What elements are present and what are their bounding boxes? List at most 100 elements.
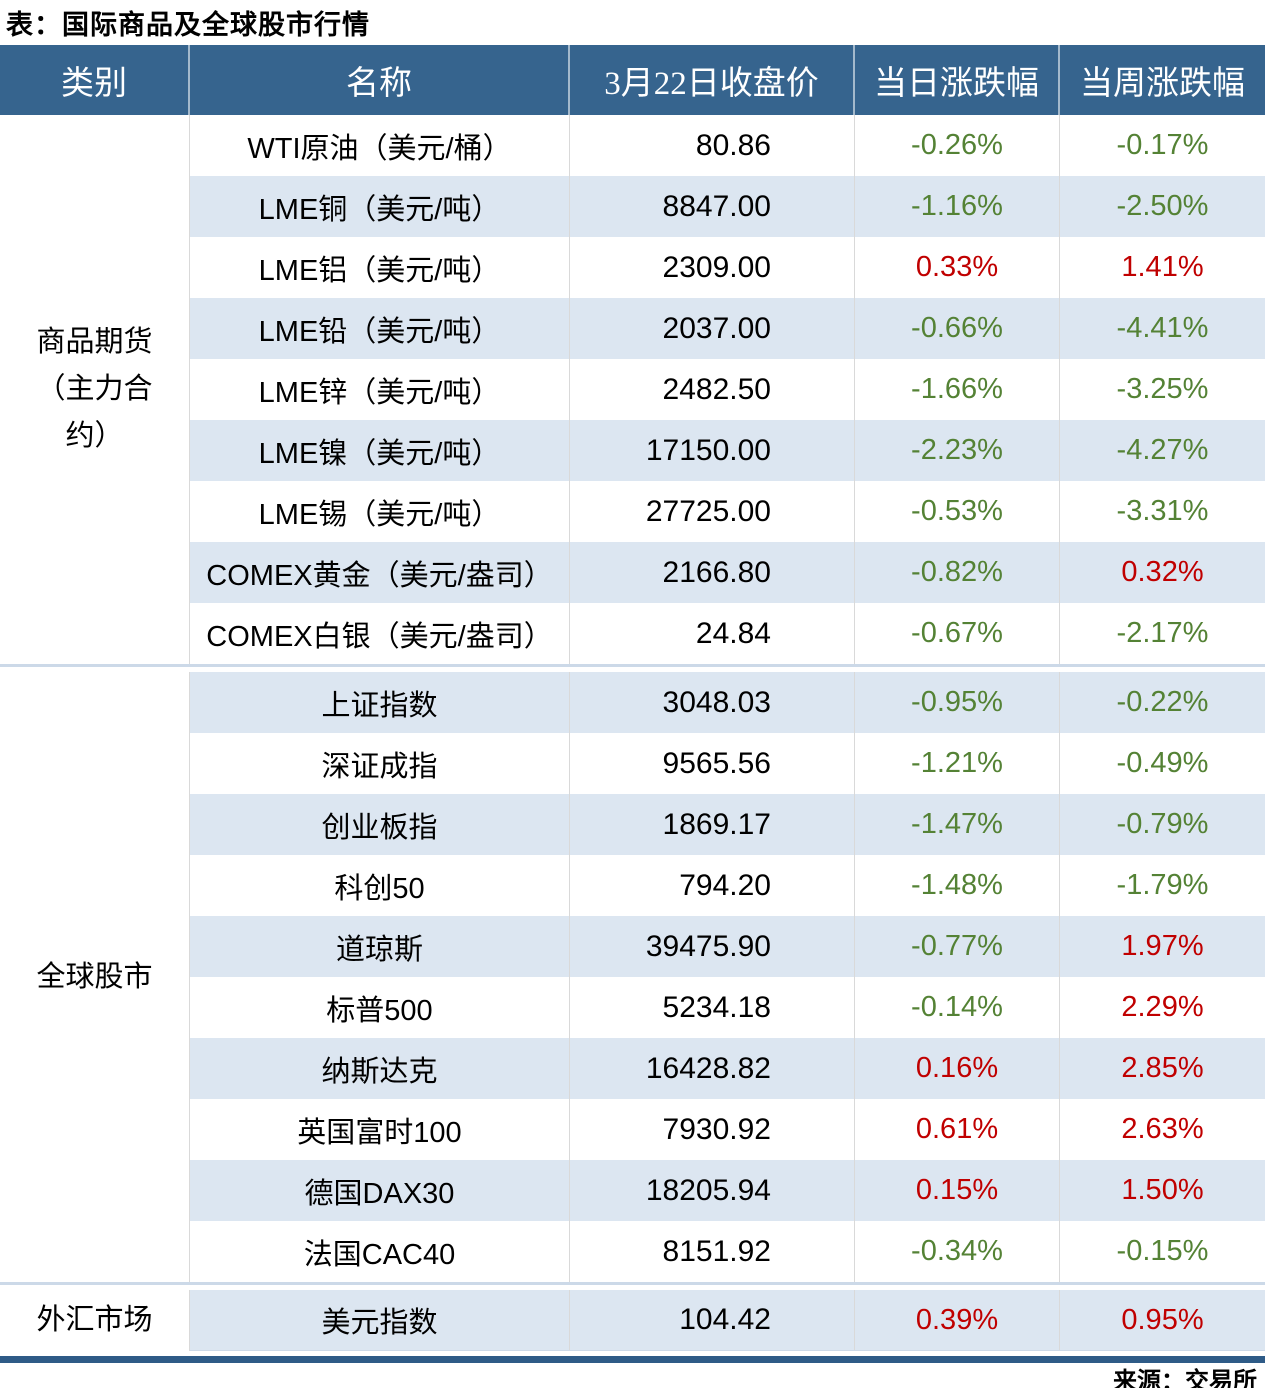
close-price: 2309.00 <box>570 237 855 298</box>
table-row: LME镍（美元/吨） 17150.00 -2.23% -4.27% <box>190 420 1265 481</box>
table-row: 标普500 5234.18 -0.14% 2.29% <box>190 977 1265 1038</box>
header-row: 类别 名称 3月22日收盘价 当日涨跌幅 当周涨跌幅 <box>0 45 1265 115</box>
day-change: -0.77% <box>855 916 1060 977</box>
table-row: 纳斯达克 16428.82 0.16% 2.85% <box>190 1038 1265 1099</box>
week-change: 0.95% <box>1121 1303 1204 1336</box>
week-change: -1.79% <box>1116 869 1209 901</box>
instrument-name: 纳斯达克 <box>190 1038 570 1099</box>
week-change: -3.31% <box>1116 495 1209 527</box>
table-row: LME铝（美元/吨） 2309.00 0.33% 1.41% <box>190 237 1265 298</box>
close-price: 16428.82 <box>570 1038 855 1099</box>
week-change: -0.17% <box>1116 129 1209 161</box>
table-row: LME锡（美元/吨） 27725.00 -0.53% -3.31% <box>190 481 1265 542</box>
source-note: 来源：交易所 <box>1113 1367 1257 1388</box>
table-row: 英国富时100 7930.92 0.61% 2.63% <box>190 1099 1265 1160</box>
close-price: 2166.80 <box>570 542 855 603</box>
table-row: LME锌（美元/吨） 2482.50 -1.66% -3.25% <box>190 359 1265 420</box>
table-row: LME铜（美元/吨） 8847.00 -1.16% -2.50% <box>190 176 1265 237</box>
section-rows: 美元指数 104.42 0.39% 0.95% <box>190 1290 1265 1351</box>
instrument-name: LME锌（美元/吨） <box>190 359 570 420</box>
instrument-name: LME铝（美元/吨） <box>190 237 570 298</box>
week-change: -2.50% <box>1116 190 1209 222</box>
table-row: COMEX黄金（美元/盎司） 2166.80 -0.82% 0.32% <box>190 542 1265 603</box>
bottom-rule-gap <box>0 1351 1265 1356</box>
section-global-stocks: 全球股市 上证指数 3048.03 -0.95% -0.22% 深证成指 956… <box>0 672 1265 1282</box>
instrument-name: 创业板指 <box>190 794 570 855</box>
day-change: 0.61% <box>855 1099 1060 1160</box>
week-change: -0.49% <box>1116 747 1209 779</box>
close-price: 27725.00 <box>570 481 855 542</box>
close-price: 2482.50 <box>570 359 855 420</box>
instrument-name: 科创50 <box>190 855 570 916</box>
close-price: 104.42 <box>570 1290 855 1350</box>
day-change: -0.34% <box>855 1221 1060 1282</box>
day-change: -0.67% <box>855 603 1060 664</box>
instrument-name: 道琼斯 <box>190 916 570 977</box>
day-change: -0.82% <box>855 542 1060 603</box>
day-change: -1.21% <box>855 733 1060 794</box>
week-change: -4.27% <box>1116 434 1209 466</box>
section-rows: WTI原油（美元/桶） 80.86 -0.26% -0.17% LME铜（美元/… <box>190 115 1265 664</box>
day-change: 0.16% <box>855 1038 1060 1099</box>
instrument-name: LME镍（美元/吨） <box>190 420 570 481</box>
category-cell-global-stocks: 全球股市 <box>0 672 190 1282</box>
col-header-week-change: 当周涨跌幅 <box>1080 66 1245 102</box>
table-row: LME铅（美元/吨） 2037.00 -0.66% -4.41% <box>190 298 1265 359</box>
day-change: -1.16% <box>855 176 1060 237</box>
category-label: 商品期货（主力合约） <box>36 326 153 452</box>
close-price: 5234.18 <box>570 977 855 1038</box>
close-price: 17150.00 <box>570 420 855 481</box>
close-price: 8151.92 <box>570 1221 855 1282</box>
instrument-name: LME铜（美元/吨） <box>190 176 570 237</box>
week-change: -0.15% <box>1116 1235 1209 1267</box>
col-header-name: 名称 <box>190 45 570 115</box>
day-change: 0.39% <box>855 1290 1060 1350</box>
instrument-name: 英国富时100 <box>190 1099 570 1160</box>
day-change: -1.66% <box>855 359 1060 420</box>
week-change: -0.22% <box>1116 686 1209 718</box>
instrument-name: 标普500 <box>190 977 570 1038</box>
table-row: 法国CAC40 8151.92 -0.34% -0.15% <box>190 1221 1265 1282</box>
instrument-name: 德国DAX30 <box>190 1160 570 1221</box>
day-change: 0.33% <box>855 237 1060 298</box>
week-change: 1.97% <box>1121 930 1204 962</box>
day-change: -1.48% <box>855 855 1060 916</box>
week-change: 2.63% <box>1121 1113 1204 1145</box>
section-separator <box>0 1282 1265 1290</box>
instrument-name: 美元指数 <box>190 1290 570 1350</box>
col-header-category: 类别 <box>0 45 190 115</box>
category-label: 全球股市 <box>36 960 153 993</box>
week-change: -2.17% <box>1116 617 1209 649</box>
close-price: 794.20 <box>570 855 855 916</box>
day-change: -0.95% <box>855 672 1060 733</box>
section-commodity-futures: 商品期货（主力合约） WTI原油（美元/桶） 80.86 -0.26% -0.1… <box>0 115 1265 664</box>
section-fx-market: 外汇市场 美元指数 104.42 0.39% 0.95% <box>0 1290 1265 1351</box>
table-row: 美元指数 104.42 0.39% 0.95% <box>190 1290 1265 1351</box>
table-row: 道琼斯 39475.90 -0.77% 1.97% <box>190 916 1265 977</box>
table-row: WTI原油（美元/桶） 80.86 -0.26% -0.17% <box>190 115 1265 176</box>
table-row: 上证指数 3048.03 -0.95% -0.22% <box>190 672 1265 733</box>
instrument-name: LME铅（美元/吨） <box>190 298 570 359</box>
close-price: 3048.03 <box>570 672 855 733</box>
instrument-name: WTI原油（美元/桶） <box>190 115 570 176</box>
close-price: 39475.90 <box>570 916 855 977</box>
week-change: -0.79% <box>1116 808 1209 840</box>
day-change: -0.53% <box>855 481 1060 542</box>
day-change: -2.23% <box>855 420 1060 481</box>
close-price: 24.84 <box>570 603 855 664</box>
close-price: 8847.00 <box>570 176 855 237</box>
table-row: 深证成指 9565.56 -1.21% -0.49% <box>190 733 1265 794</box>
table-row: 德国DAX30 18205.94 0.15% 1.50% <box>190 1160 1265 1221</box>
day-change: -0.66% <box>855 298 1060 359</box>
day-change: -0.26% <box>855 115 1060 176</box>
category-cell-fx-market: 外汇市场 <box>0 1290 190 1351</box>
table-row: 创业板指 1869.17 -1.47% -0.79% <box>190 794 1265 855</box>
col-header-day-change: 当日涨跌幅 <box>855 45 1060 115</box>
instrument-name: 上证指数 <box>190 672 570 733</box>
instrument-name: 深证成指 <box>190 733 570 794</box>
col-header-close-price: 3月22日收盘价 <box>570 45 855 115</box>
instrument-name: 法国CAC40 <box>190 1221 570 1282</box>
instrument-name: COMEX黄金（美元/盎司） <box>190 542 570 603</box>
week-change: 1.50% <box>1121 1174 1204 1206</box>
